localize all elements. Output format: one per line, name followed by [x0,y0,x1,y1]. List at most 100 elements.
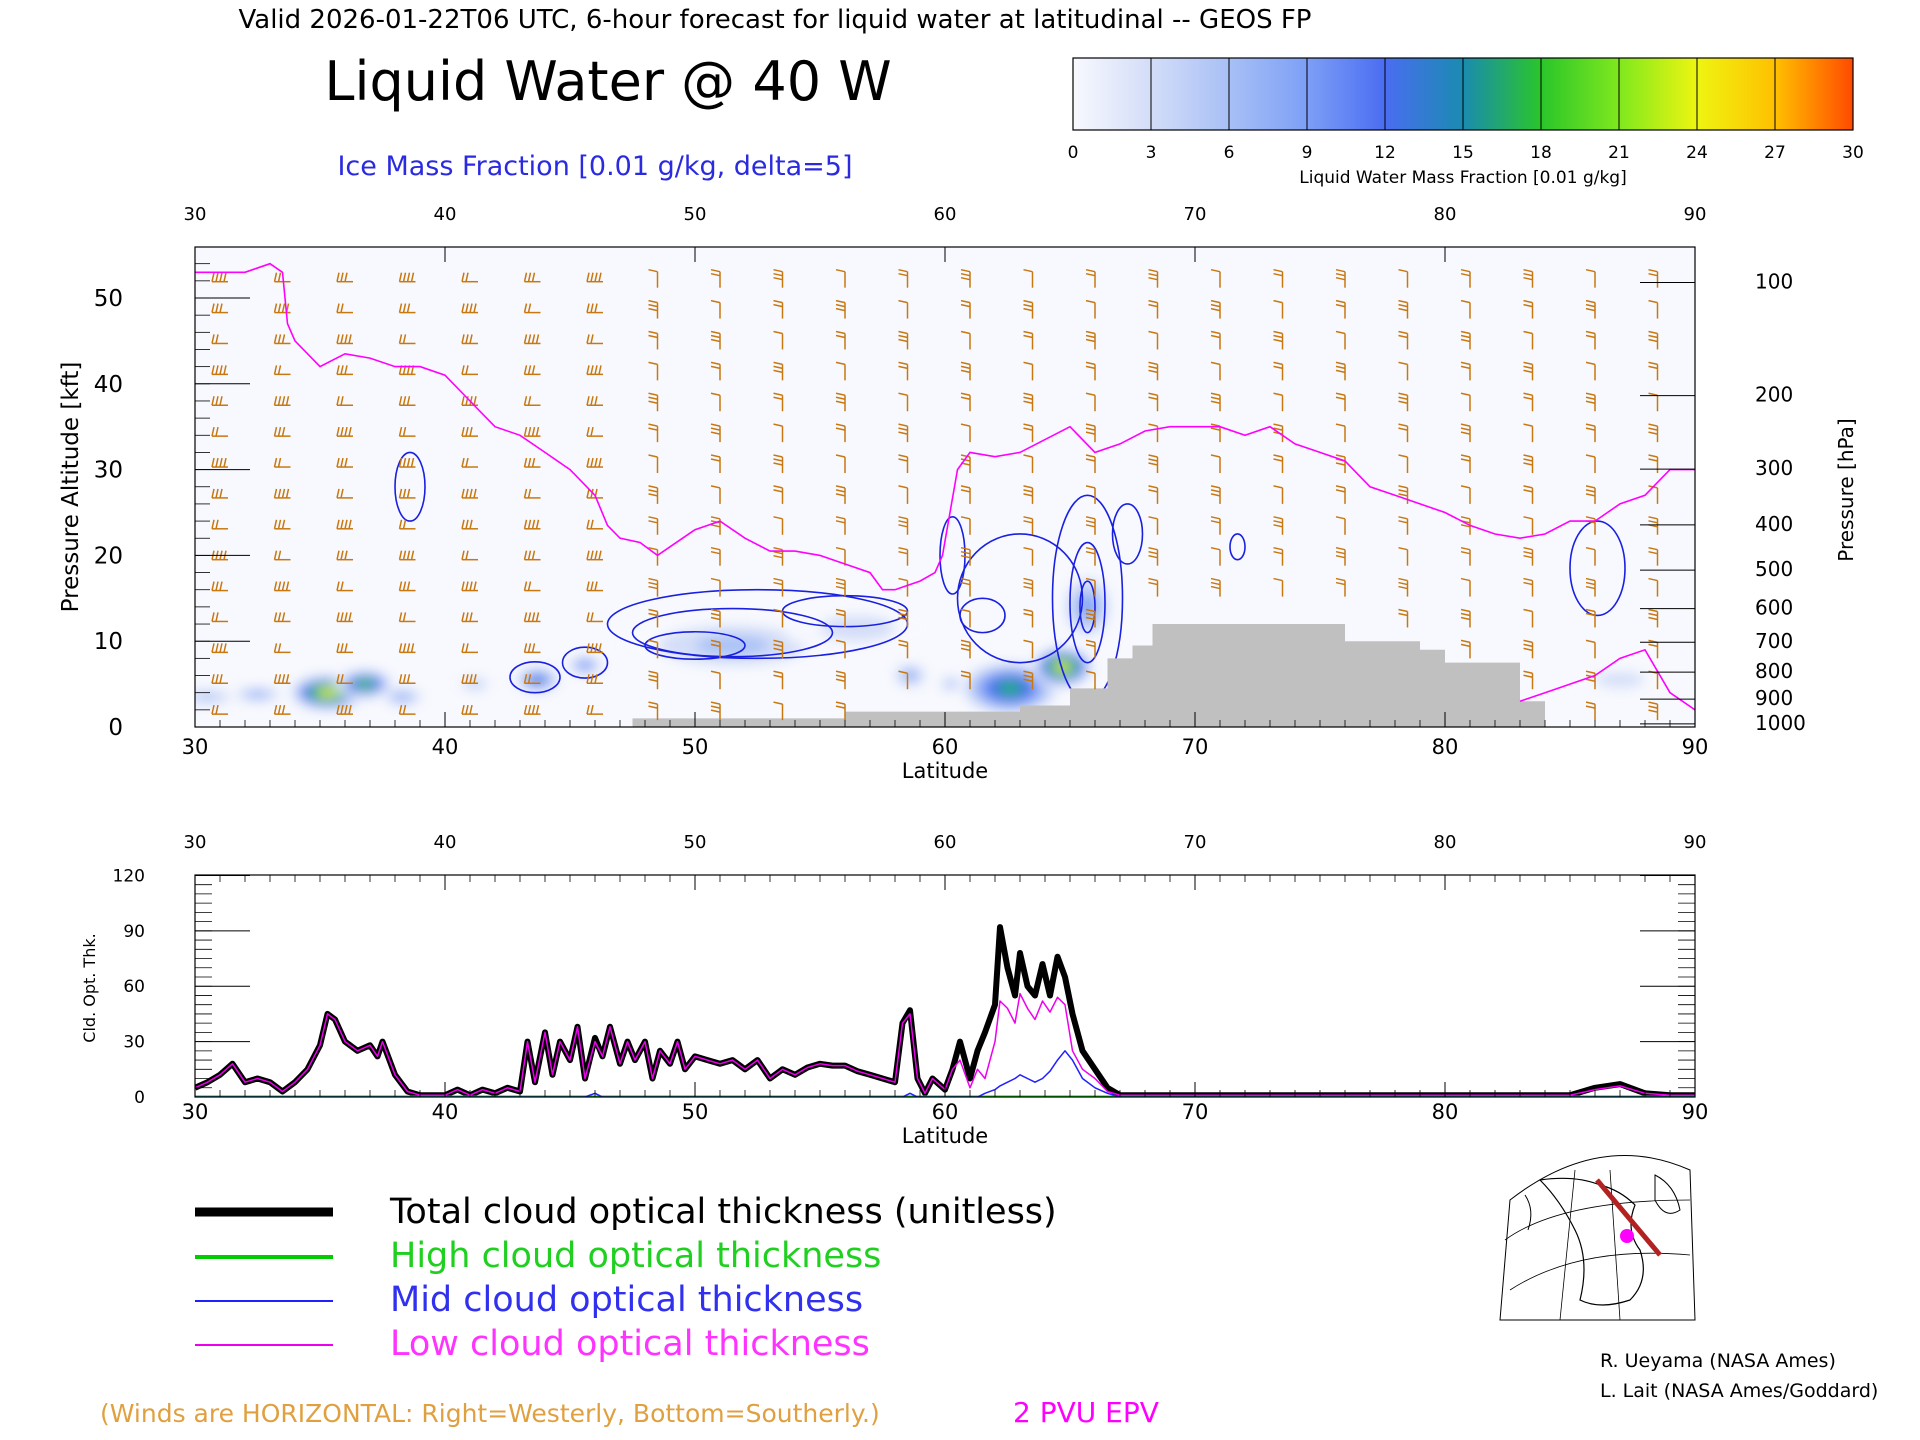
wind-barb [1210,485,1221,504]
wind-barb [710,268,721,288]
right-axis-tick-label: 600 [1755,596,1793,620]
y-axis-label-right: Pressure [hPa] [1834,418,1858,561]
wind-barb [336,643,353,654]
liquid-water-cell [533,677,542,683]
wind-barb [1085,546,1096,566]
wind-barb [1085,485,1096,504]
ice-contour [1569,520,1626,617]
wind-barb [960,299,971,319]
wind-barb [1210,361,1221,381]
wind-barb [1085,454,1096,474]
wind-barb [1335,546,1346,566]
wind-barb [1585,639,1596,659]
wind-barb [1335,268,1346,288]
wind-barb [1210,392,1221,412]
wind-barb [1210,423,1221,443]
wind-barb [461,612,478,623]
wind-barb [1585,392,1596,412]
wind-barb [1648,546,1659,566]
wind-barb [1335,361,1346,381]
wind-barb [1523,577,1534,597]
wind-barb [398,550,416,561]
wind-barb [1460,268,1471,288]
bottom-axis-tick-label: 90 [1682,1100,1709,1124]
wind-barb [211,612,228,623]
wind-barb [273,704,291,715]
credit-2: L. Lait (NASA Ames/Goddard) [1600,1380,1878,1402]
wind-barb [336,550,353,561]
wind-barb [1148,299,1159,319]
location-marker-icon [1620,1229,1634,1243]
wind-barb [898,546,909,566]
wind-barb [835,546,846,566]
wind-barb [1210,268,1221,288]
ice-contour [631,607,834,658]
bottom-axis-tick-label: 30 [182,735,209,759]
wind-barb [1148,516,1159,535]
wind-barb [211,488,228,499]
wind-barb [586,704,603,715]
wind-barb [710,670,721,690]
wind-barb [461,519,478,530]
wind-barb [898,423,909,443]
wind-barb [898,485,909,504]
ice-contour [939,515,966,595]
wind-barb [773,423,784,443]
wind-barb [710,546,721,566]
wind-barb [1335,485,1346,504]
wind-barb [461,674,478,684]
wind-barb [336,488,353,499]
wind-barb [960,608,971,628]
wind-barb [898,268,909,288]
wind-barb [710,361,721,381]
wind-barb [336,396,353,406]
wind-barb [648,330,659,350]
wind-barb [648,361,659,381]
wind-barb [773,608,784,628]
colorbar-tick-label: 6 [1224,143,1235,163]
wind-barb [273,643,291,654]
liquid-water-cell [1595,672,1645,688]
wind-barb [1148,454,1159,474]
wind-barb [648,701,659,721]
wind-barb [523,581,541,592]
wind-barb [1023,392,1034,412]
wind-barb [898,454,909,474]
wind-barb [1085,330,1096,350]
wind-barb [1210,330,1221,350]
wind-barb [710,577,721,597]
wind-barb [1460,639,1471,659]
wind-barb [835,361,846,381]
wind-barb [835,299,846,319]
wind-barb [1398,330,1409,350]
wind-barb [648,485,659,504]
wind-barb [523,488,541,499]
colorbar-tick-label: 18 [1530,143,1552,163]
wind-barb [835,423,846,443]
wind-barb [461,550,478,561]
wind-barb [1335,423,1346,443]
wind-barb [523,674,541,684]
wind-barb [1398,392,1409,412]
wind-barb [773,330,784,350]
wind-barb [1398,268,1409,288]
wind-barb [1273,454,1284,474]
top-axis-tick-label: 50 [684,204,707,225]
wind-barb [1398,546,1409,566]
wind-barb [773,361,784,381]
wind-barb [1023,361,1034,381]
wind-barb [1023,268,1034,288]
right-axis-tick-label: 500 [1755,557,1793,581]
colorbar-tick-label: 0 [1068,143,1079,163]
wind-barb [1460,392,1471,412]
wind-barb [773,392,784,412]
epv-2pvu-line [195,262,1695,591]
colorbar-tick-label: 21 [1608,143,1630,163]
winds-note: (Winds are HORIZONTAL: Right=Westerly, B… [100,1399,880,1428]
wind-barb [1585,423,1596,443]
wind-barb [710,485,721,504]
wind-barb [523,334,541,345]
y-axis-label-left: Pressure Altitude [kft] [58,362,84,613]
wind-barb [336,334,353,345]
